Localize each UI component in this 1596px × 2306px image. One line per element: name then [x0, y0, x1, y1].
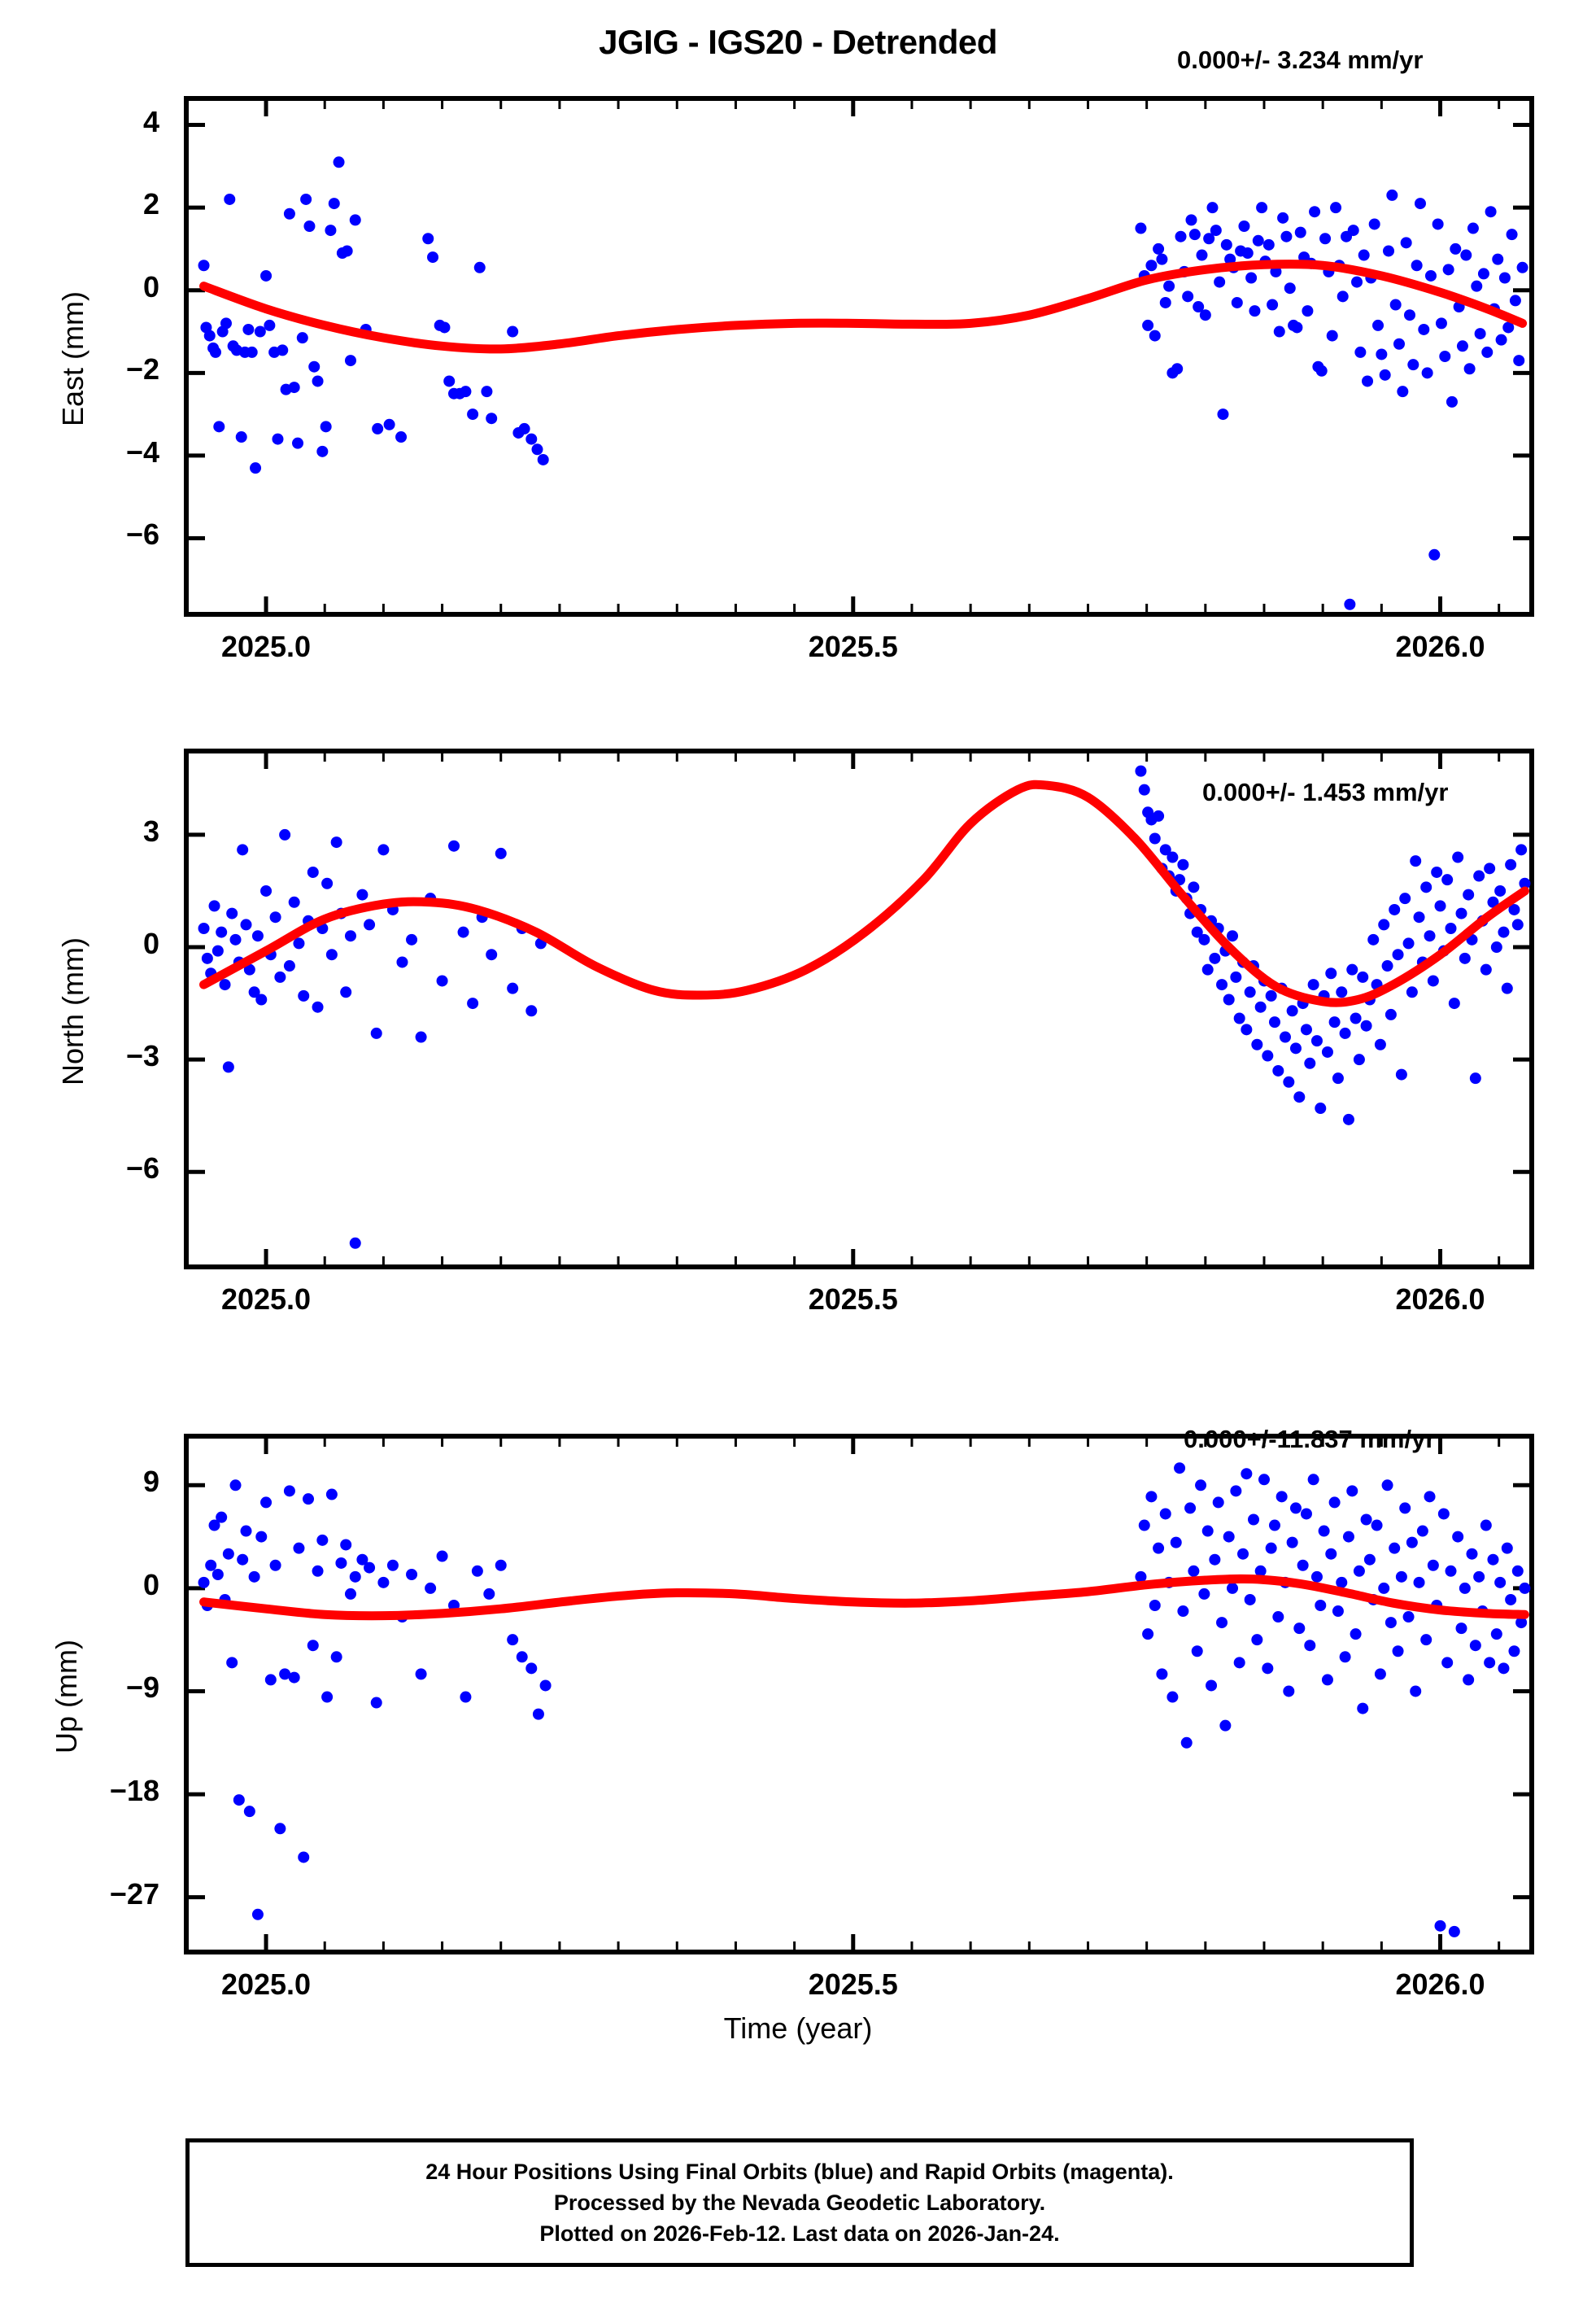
data-points: [198, 156, 1528, 610]
y-tick-marks: [186, 1483, 1532, 1900]
north-xtick-2: 2026.0: [1395, 1282, 1485, 1316]
trend-line: [199, 780, 1529, 1007]
east-rate-annotation: 0.000+/- 3.234 mm/yr: [1177, 46, 1424, 74]
trend-line: [199, 260, 1528, 354]
east-ytick-0: 0: [142, 269, 159, 304]
north-plot-area: [184, 749, 1534, 1269]
up-xtick-1: 2025.5: [808, 1968, 898, 2001]
up-plot-area: [184, 1434, 1534, 1954]
north-ytick-neg3: −3: [125, 1039, 159, 1073]
panel-up: [184, 1434, 1534, 1954]
data-points: [198, 765, 1531, 1249]
north-xtick-1: 2025.5: [808, 1282, 898, 1316]
east-xtick-0: 2025.0: [220, 630, 312, 663]
north-ytick-0: 0: [142, 927, 159, 961]
data-points: [198, 1462, 1531, 1937]
north-xtick-0: 2025.0: [220, 1282, 312, 1316]
y-tick-marks: [186, 123, 1532, 540]
north-ytick-neg6: −6: [125, 1151, 159, 1186]
east-ytick-neg6: −6: [125, 518, 159, 552]
caption-line-1: 24 Hour Positions Using Final Orbits (bl…: [425, 2159, 1174, 2184]
up-xtick-0: 2025.0: [220, 1968, 312, 2001]
north-ytick-3: 3: [142, 814, 159, 848]
up-xtick-2: 2026.0: [1395, 1968, 1485, 2001]
page-title: JGIG - IGS20 - Detrended: [599, 23, 997, 61]
trend-line: [199, 1574, 1529, 1621]
x-tick-marks: [264, 1436, 1501, 1952]
up-ytick-neg9: −9: [125, 1671, 159, 1705]
east-ytick-neg2: −2: [125, 352, 159, 387]
panel-east: [184, 96, 1534, 617]
up-ytick-9: 9: [142, 1465, 159, 1499]
panel-north: [184, 749, 1534, 1269]
east-ytick-2: 2: [142, 187, 159, 221]
north-rate-annotation: 0.000+/- 1.453 mm/yr: [1202, 778, 1449, 806]
up-ytick-0: 0: [142, 1567, 159, 1601]
east-ytick-neg4: −4: [125, 435, 159, 469]
up-ytick-neg18: −18: [109, 1774, 159, 1808]
east-xtick-2: 2026.0: [1395, 630, 1485, 663]
plot-frame: [184, 96, 1534, 617]
up-rate-annotation: 0.000+/-11.837 mm/yr: [1184, 1425, 1436, 1453]
y-tick-marks: [186, 832, 1532, 1174]
plot-frame: [184, 749, 1534, 1269]
x-axis-label: Time (year): [723, 2011, 873, 2045]
caption-box: 24 Hour Positions Using Final Orbits (bl…: [185, 2138, 1414, 2267]
x-tick-marks: [264, 98, 1501, 614]
east-plot-area: [184, 96, 1534, 617]
caption-line-2: Processed by the Nevada Geodetic Laborat…: [553, 2190, 1046, 2215]
plot-frame: [184, 1434, 1534, 1954]
x-tick-marks: [264, 751, 1501, 1267]
east-xtick-1: 2025.5: [808, 630, 898, 663]
east-ytick-4: 4: [142, 104, 159, 138]
up-ytick-neg27: −27: [109, 1876, 159, 1911]
caption-line-3: Plotted on 2026-Feb-12. Last data on 202…: [539, 2221, 1060, 2247]
